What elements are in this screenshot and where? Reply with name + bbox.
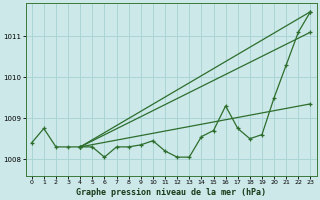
X-axis label: Graphe pression niveau de la mer (hPa): Graphe pression niveau de la mer (hPa) [76,188,266,197]
